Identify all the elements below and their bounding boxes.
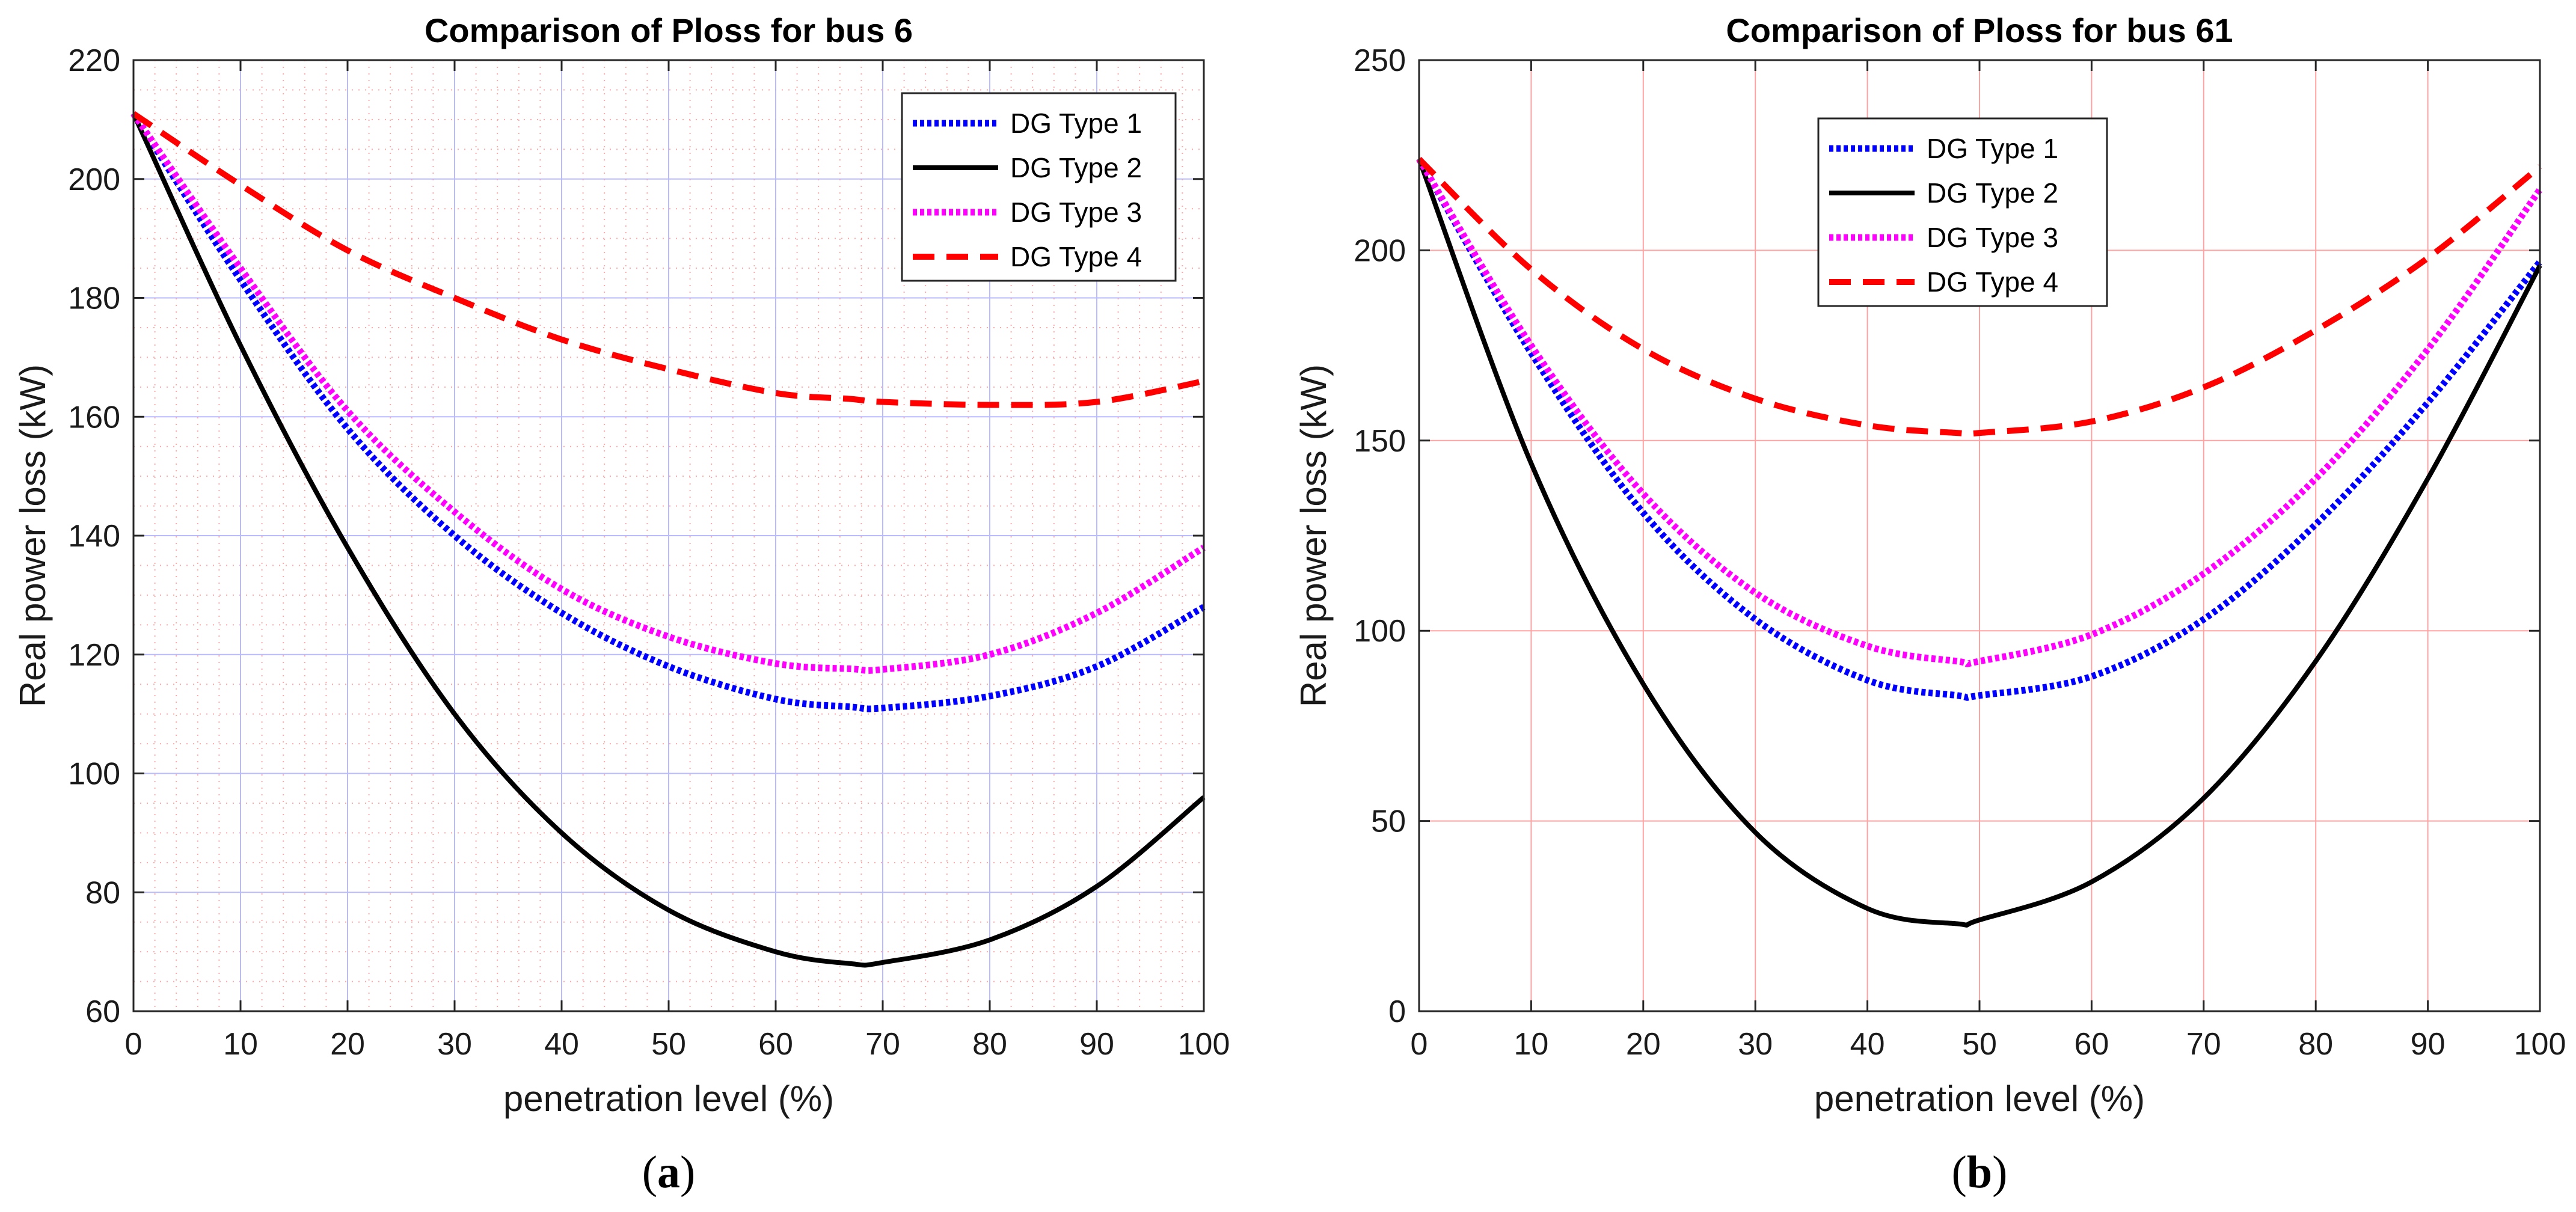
x-tick-label: 30 bbox=[1738, 1027, 1773, 1062]
legend-label-dg-type-1: DG Type 1 bbox=[1927, 133, 2058, 164]
x-axis-label: penetration level (%) bbox=[1814, 1079, 2145, 1119]
y-tick-label: 180 bbox=[68, 281, 120, 316]
x-tick-label: 70 bbox=[2186, 1027, 2221, 1062]
y-tick-label: 100 bbox=[68, 757, 120, 792]
y-tick-label: 60 bbox=[85, 994, 120, 1029]
subfigure-caption: (a) bbox=[642, 1147, 696, 1198]
y-tick-label: 0 bbox=[1388, 994, 1406, 1029]
y-tick-label: 80 bbox=[85, 875, 120, 910]
series-line-dg-type-3 bbox=[1416, 157, 2543, 667]
caption-paren-open: ( bbox=[642, 1147, 657, 1198]
x-tick-label: 70 bbox=[865, 1027, 900, 1062]
x-axis-label: penetration level (%) bbox=[503, 1079, 834, 1119]
x-tick-label: 90 bbox=[1079, 1027, 1114, 1062]
x-tick-label: 50 bbox=[1962, 1027, 1997, 1062]
tick-marks bbox=[132, 59, 1205, 1012]
legend-label-dg-type-1: DG Type 1 bbox=[1010, 108, 1142, 139]
x-tick-label: 30 bbox=[437, 1027, 472, 1062]
y-tick-label: 200 bbox=[1354, 233, 1406, 268]
caption-paren-open: ( bbox=[1952, 1147, 1967, 1198]
caption-letter: b bbox=[1967, 1147, 1992, 1198]
x-tick-label: 0 bbox=[125, 1027, 143, 1062]
series-line-dg-type-4 bbox=[132, 111, 1204, 408]
x-tick-label: 20 bbox=[330, 1027, 365, 1062]
legend-box bbox=[901, 92, 1177, 282]
tick-marks bbox=[1418, 59, 2541, 1012]
x-tick-label: 90 bbox=[2411, 1027, 2446, 1062]
legend: DG Type 1 DG Type 2 DG Type 3 DG Type 4 bbox=[1817, 117, 2108, 307]
x-tick-label: 80 bbox=[972, 1027, 1007, 1062]
series-group bbox=[1416, 156, 2543, 928]
y-tick-label: 50 bbox=[1371, 804, 1406, 839]
series-line-dg-type-3 bbox=[130, 111, 1206, 674]
y-tick-label: 100 bbox=[1354, 614, 1406, 649]
series-line-dg-type-4 bbox=[1417, 156, 2542, 438]
chart-2: 0 10 20 30 40 50 60 70 80 90 100 0 50 100 150 200 250 Com… bbox=[1293, 11, 2566, 1198]
y-axis-label: Real power loss (kW) bbox=[13, 364, 53, 707]
y-tick-label: 150 bbox=[1354, 424, 1406, 459]
y-tick-label: 200 bbox=[68, 162, 120, 197]
legend-label-dg-type-3: DG Type 3 bbox=[1010, 197, 1142, 228]
legend-label-dg-type-3: DG Type 3 bbox=[1927, 222, 2058, 253]
subfigure-caption: (b) bbox=[1952, 1147, 2008, 1198]
series-line-dg-type-2 bbox=[131, 112, 1206, 968]
y-tick-label: 250 bbox=[1354, 43, 1406, 78]
x-tick-label: 0 bbox=[1411, 1027, 1428, 1062]
legend-label-dg-type-2: DG Type 2 bbox=[1927, 177, 2058, 209]
legend-label-dg-type-4: DG Type 4 bbox=[1927, 266, 2058, 298]
x-tick-label: 10 bbox=[1513, 1027, 1548, 1062]
y-tick-label: 160 bbox=[68, 400, 120, 435]
series-line-dg-type-2 bbox=[1417, 158, 2542, 928]
chart-title: Comparison of Ploss for bus 61 bbox=[1726, 11, 2233, 49]
legend: DG Type 1 DG Type 2 DG Type 3 DG Type 4 bbox=[901, 92, 1177, 282]
x-tick-label: 60 bbox=[758, 1027, 793, 1062]
x-tick-label: 100 bbox=[2514, 1027, 2566, 1062]
x-tick-label: 40 bbox=[1850, 1027, 1885, 1062]
caption-letter: a bbox=[657, 1147, 680, 1198]
legend-label-dg-type-2: DG Type 2 bbox=[1010, 152, 1142, 183]
series-line-dg-type-1 bbox=[130, 112, 1206, 712]
y-tick-label: 220 bbox=[68, 43, 120, 78]
y-axis-label: Real power loss (kW) bbox=[1293, 364, 1334, 707]
legend-label-dg-type-4: DG Type 4 bbox=[1010, 241, 1142, 272]
chart-title: Comparison of Ploss for bus 6 bbox=[425, 11, 913, 49]
x-tick-label: 80 bbox=[2298, 1027, 2333, 1062]
y-tick-label: 120 bbox=[68, 638, 120, 673]
caption-paren-close: ) bbox=[680, 1147, 695, 1198]
x-tick-label: 40 bbox=[544, 1027, 579, 1062]
x-tick-label: 10 bbox=[223, 1027, 258, 1062]
chart-1: 0 10 20 30 40 50 60 70 80 90 100 60 80 100 120 140 160 18… bbox=[13, 11, 1230, 1198]
series-group bbox=[130, 111, 1206, 968]
series-line-dg-type-1 bbox=[1416, 157, 2543, 701]
x-tick-label: 50 bbox=[651, 1027, 686, 1062]
x-tick-label: 100 bbox=[1178, 1027, 1230, 1062]
y-tick-label: 140 bbox=[68, 519, 120, 554]
x-tick-label: 20 bbox=[1626, 1027, 1661, 1062]
caption-paren-close: ) bbox=[1992, 1147, 2007, 1198]
x-tick-label: 60 bbox=[2074, 1027, 2109, 1062]
